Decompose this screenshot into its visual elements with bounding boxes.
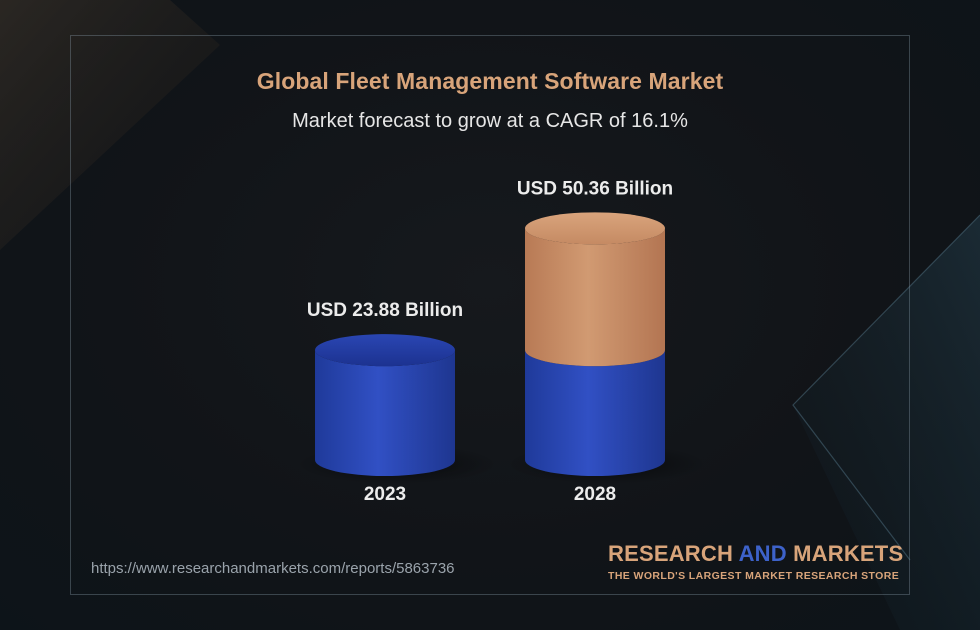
bar-growth-segment xyxy=(525,228,665,367)
brand-name: RESEARCH AND MARKETS xyxy=(608,541,903,567)
bar-value-label: USD 23.88 Billion xyxy=(307,300,463,321)
brand-name-markets: MARKETS xyxy=(786,541,904,566)
bar-base-segment xyxy=(525,350,665,476)
right-shape-outline xyxy=(792,214,980,561)
bar-2023: USD 23.88 Billion 2023 xyxy=(297,300,497,505)
chart-title: Global Fleet Management Software Market xyxy=(256,68,724,94)
brand-tagline: THE WORLD'S LARGEST MARKET RESEARCH STOR… xyxy=(608,570,900,582)
brand-name-research: RESEARCH xyxy=(608,541,739,566)
bar-base-segment xyxy=(315,350,455,476)
bar-top-cap xyxy=(525,212,665,245)
brand-logo: RESEARCH AND MARKETS THE WORLD'S LARGEST… xyxy=(608,541,903,582)
top-left-shape xyxy=(0,0,220,250)
source-url: https://www.researchandmarkets.com/repor… xyxy=(91,560,455,577)
bar-top-cap xyxy=(315,334,455,367)
x-tick-label: 2023 xyxy=(364,484,406,505)
chart-subtitle: Market forecast to grow at a CAGR of 16.… xyxy=(292,110,688,132)
right-shape xyxy=(793,215,980,630)
x-tick-label: 2028 xyxy=(574,484,616,505)
bar-value-label: USD 50.36 Billion xyxy=(517,178,673,199)
bar-2028: USD 50.36 Billion 2028 xyxy=(507,178,707,505)
content-frame xyxy=(70,35,910,595)
brand-name-and: AND xyxy=(738,541,787,566)
